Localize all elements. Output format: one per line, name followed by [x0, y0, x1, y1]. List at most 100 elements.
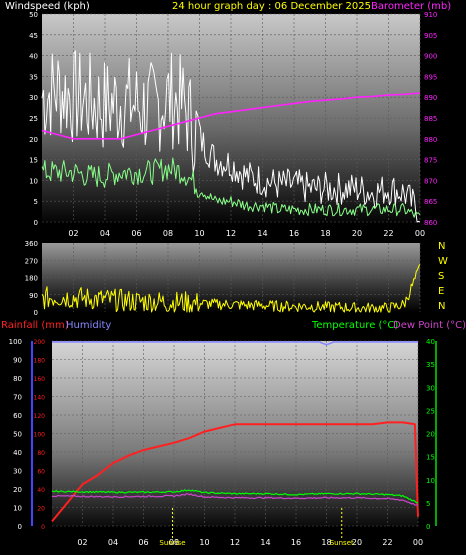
direction-y-tick: 270 — [25, 257, 38, 265]
humidity-y-tick: 70 — [13, 394, 22, 402]
baro-y-tick: 895 — [424, 73, 437, 81]
temp-x-tick: 14 — [260, 538, 270, 547]
wind-x-tick: 04 — [100, 229, 110, 238]
dewpoint-title: Dew Point (°C) — [393, 320, 466, 331]
wind-y-tick: 40 — [29, 53, 38, 61]
rain-y-tick: 40 — [37, 487, 45, 494]
rainfall-line — [51, 421, 419, 523]
baro-y-tick: 870 — [424, 177, 437, 185]
temp-x-tick: 22 — [382, 538, 392, 547]
rain-y-tick: 180 — [34, 358, 46, 365]
wind-x-tick: 20 — [352, 229, 362, 238]
direction-y-tick: 0 — [34, 309, 38, 317]
temp-x-tick: 04 — [108, 538, 118, 547]
temp-y-tick: 30 — [426, 384, 435, 392]
temp-y-tick: 10 — [426, 477, 435, 485]
compass-label: W — [438, 256, 448, 267]
rainfall-title: Rainfall (mm) — [1, 320, 69, 331]
wind-y-tick: 50 — [29, 11, 38, 19]
wind-y-tick: 5 — [34, 198, 38, 206]
temp-y-tick: 20 — [426, 431, 435, 439]
temp-x-tick: 18 — [321, 538, 331, 547]
sun-marker-label: Sunset — [330, 539, 354, 547]
humidity-y-tick: 40 — [13, 449, 22, 457]
temp-x-tick: 10 — [199, 538, 209, 547]
sun-marker-label: Sunrise — [159, 539, 185, 547]
humidity-y-tick: 50 — [13, 431, 22, 439]
temp-y-tick: 5 — [426, 500, 430, 508]
wind-y-tick: 20 — [29, 136, 38, 144]
temp-y-tick: 35 — [426, 361, 435, 369]
humidity-y-tick: 90 — [13, 357, 22, 365]
wind-average-line — [41, 157, 421, 218]
barometer-title: Barometer (mb) — [371, 1, 452, 12]
baro-y-tick: 905 — [424, 32, 437, 40]
wind-x-tick: 18 — [320, 229, 330, 238]
temp-x-tick: 12 — [230, 538, 240, 547]
compass-label: N — [438, 241, 445, 252]
humidity-y-tick: 10 — [13, 505, 22, 513]
rain-y-tick: 0 — [41, 524, 45, 531]
wind-x-tick: 00 — [415, 229, 425, 238]
direction-line — [41, 264, 421, 313]
baro-y-tick: 885 — [424, 115, 437, 123]
rain-y-tick: 80 — [37, 450, 45, 457]
wind-y-tick: 0 — [34, 219, 38, 227]
temp-y-tick: 40 — [426, 338, 435, 346]
wind-x-tick: 12 — [226, 229, 236, 238]
wind-x-tick: 22 — [383, 229, 393, 238]
date-title: 24 hour graph day : 06 December 2025 — [172, 1, 371, 12]
humidity-y-tick: 20 — [13, 486, 22, 494]
dewpoint-line — [51, 493, 418, 506]
baro-y-tick: 910 — [424, 11, 437, 19]
rain-y-tick: 200 — [34, 339, 46, 346]
wind-gust-line — [41, 50, 421, 223]
baro-y-tick: 875 — [424, 157, 437, 165]
rain-y-tick: 100 — [34, 432, 46, 439]
humidity-y-tick: 100 — [9, 338, 22, 346]
wind-y-tick: 45 — [29, 32, 38, 40]
baro-y-tick: 880 — [424, 136, 437, 144]
rain-y-tick: 60 — [37, 469, 45, 476]
humidity-line — [52, 341, 418, 346]
baro-y-tick: 865 — [424, 198, 437, 206]
rain-y-tick: 160 — [34, 376, 46, 383]
rain-y-tick: 140 — [34, 395, 46, 402]
rain-y-tick: 20 — [37, 506, 45, 513]
temp-x-tick: 20 — [352, 538, 362, 547]
humidity-title: Humidity — [66, 320, 112, 331]
temperature-line — [51, 489, 419, 504]
wind-x-tick: 10 — [194, 229, 204, 238]
wind-y-tick: 10 — [29, 177, 38, 185]
humidity-y-tick: 80 — [13, 375, 22, 383]
wind-x-tick: 16 — [289, 229, 299, 238]
baro-y-tick: 890 — [424, 94, 437, 102]
temp-x-tick: 00 — [413, 538, 423, 547]
wind-y-tick: 25 — [29, 115, 38, 123]
wind-y-tick: 35 — [29, 73, 38, 81]
wind-y-tick: 15 — [29, 157, 38, 165]
wind-x-tick: 08 — [163, 229, 173, 238]
wind-x-tick: 02 — [68, 229, 78, 238]
temp-y-tick: 0 — [426, 523, 430, 531]
temp-x-tick: 08 — [169, 538, 179, 547]
compass-label: N — [438, 301, 445, 312]
wind-y-tick: 30 — [29, 94, 38, 102]
compass-label: S — [438, 271, 444, 282]
temp-x-tick: 06 — [138, 538, 148, 547]
compass-label: E — [438, 286, 444, 297]
humidity-y-tick: 0 — [18, 523, 22, 531]
temp-x-tick: 02 — [77, 538, 87, 547]
humidity-y-tick: 30 — [13, 468, 22, 476]
temp-y-tick: 15 — [426, 454, 435, 462]
direction-y-tick: 180 — [25, 275, 38, 283]
baro-y-tick: 860 — [424, 219, 437, 227]
wind-title: Windspeed (kph) — [5, 1, 90, 12]
barometer-line — [41, 92, 421, 140]
temp-y-tick: 25 — [426, 407, 435, 415]
direction-y-tick: 360 — [25, 240, 38, 248]
humidity-y-tick: 60 — [13, 412, 22, 420]
temperature-title: Temperature (°C) — [312, 320, 399, 331]
direction-y-tick: 90 — [29, 292, 38, 300]
